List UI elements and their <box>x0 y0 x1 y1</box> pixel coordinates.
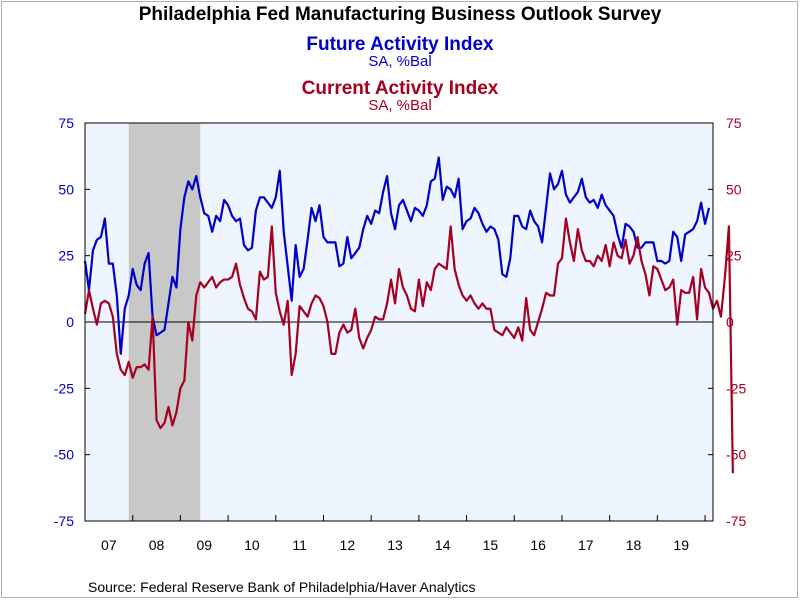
current-series-units: SA, %Bal <box>368 97 431 114</box>
x-axis: 07 08 09 10 11 12 13 14 15 16 17 18 19 <box>84 515 706 553</box>
left-tick-label: -50 <box>54 447 74 463</box>
source-note: Source: Federal Reserve Bank of Philadel… <box>88 579 476 595</box>
x-tick-label: 19 <box>673 537 689 553</box>
future-series-title: Future Activity Index <box>306 34 494 55</box>
left-tick-label: 0 <box>66 314 74 330</box>
x-tick-label: 11 <box>292 537 307 553</box>
right-tick-label: -75 <box>726 513 746 529</box>
x-tick-label: 09 <box>196 537 212 553</box>
x-tick-label: 13 <box>387 537 403 553</box>
left-axis: 75 50 25 0 -25 -50 -75 <box>54 115 90 529</box>
x-tick-label: 16 <box>530 537 546 553</box>
left-tick-label: 75 <box>58 115 74 131</box>
right-tick-label: -50 <box>726 447 746 463</box>
x-tick-label: 12 <box>340 537 356 553</box>
left-tick-label: 25 <box>58 248 74 264</box>
x-tick-label: 18 <box>626 537 642 553</box>
x-tick-label: 17 <box>578 537 594 553</box>
current-series-title: Current Activity Index <box>302 78 499 99</box>
right-tick-label: -25 <box>726 380 746 396</box>
future-activity-line <box>83 156 711 355</box>
x-tick-label: 14 <box>435 537 451 553</box>
chart-title: Philadelphia Fed Manufacturing Business … <box>139 4 662 25</box>
x-tick-label: 10 <box>244 537 260 553</box>
left-tick-label: 50 <box>58 181 74 197</box>
x-tick-label: 07 <box>101 537 117 553</box>
right-tick-label: 25 <box>726 248 742 264</box>
right-axis: 75 50 25 0 -25 -50 -75 <box>708 115 746 529</box>
right-tick-label: 50 <box>726 181 742 197</box>
right-tick-label: 75 <box>726 115 742 131</box>
x-tick-label: 15 <box>483 537 499 553</box>
x-tick-label: 08 <box>149 537 165 553</box>
left-tick-label: -75 <box>54 513 74 529</box>
left-tick-label: -25 <box>54 380 74 396</box>
future-series-units: SA, %Bal <box>368 53 431 70</box>
series-lines <box>83 156 734 474</box>
right-tick-label: 0 <box>726 314 734 330</box>
current-activity-line <box>83 217 734 474</box>
